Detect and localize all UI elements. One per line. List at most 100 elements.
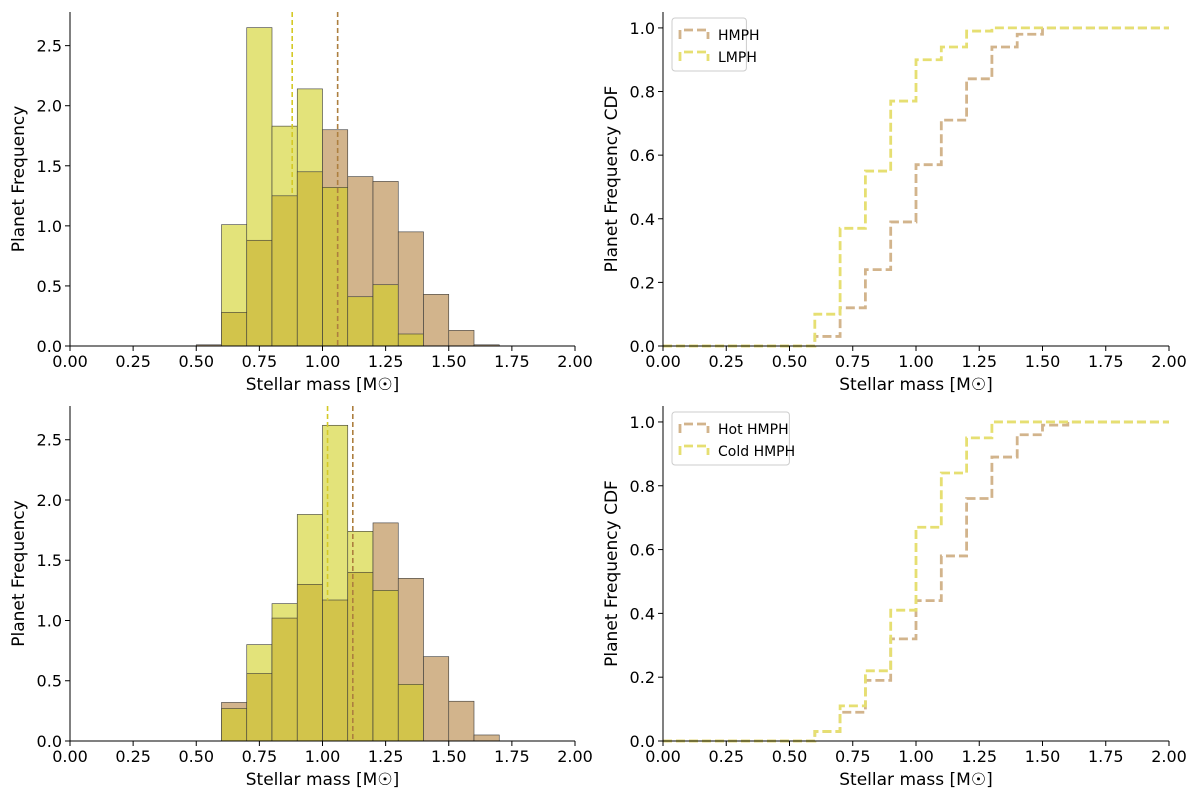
y-axis-label: Planet Frequency CDF [602, 86, 622, 273]
x-tick-label: 1.50 [1025, 747, 1061, 766]
x-tick-label: 1.25 [368, 747, 404, 766]
x-tick-label: 0.00 [645, 747, 681, 766]
overlap-bar [397, 684, 424, 742]
y-tick-label: 1.5 [37, 551, 62, 570]
y-tick-label: 0.2 [630, 273, 655, 292]
y-tick-label: 0.5 [37, 277, 62, 296]
y-tick-label: 2.5 [37, 37, 62, 56]
cdf-panel-bottom-right: Hot HMPH Cold HMPH 0.00 0.25 0.50 0.75 1.00 1.2… [602, 406, 1187, 790]
x-tick-label: 0.75 [835, 747, 871, 766]
x-tick-label: 1.25 [961, 747, 997, 766]
y-tick-label: 0.6 [630, 146, 655, 165]
legend-label: Hot HMPH [718, 422, 789, 438]
overlap-bar [246, 239, 273, 347]
y-axis-label: Planet Frequency [9, 500, 29, 647]
x-tick-label: 0.00 [645, 352, 681, 371]
cdf-series-line [663, 420, 1169, 743]
x-tick-label: 0.50 [772, 352, 808, 371]
x-tick-label: 2.00 [1151, 352, 1187, 371]
y-tick-label: 0.6 [630, 541, 655, 560]
overlap-bar [372, 284, 399, 347]
x-tick-label: 2.00 [1151, 747, 1187, 766]
hmph-bar [448, 700, 475, 742]
overlap-bar [296, 584, 323, 742]
y-tick-label: 1.5 [37, 157, 62, 176]
x-axis-label: Stellar mass [M☉] [246, 770, 399, 790]
x-tick-label: 0.50 [178, 352, 214, 371]
overlap-bar [246, 673, 273, 742]
x-tick-label: 0.00 [52, 747, 88, 766]
hmph-bar [473, 734, 500, 742]
cdf-series-line [663, 26, 1169, 348]
y-axis-label: Planet Frequency [9, 106, 29, 253]
x-tick-label: 0.50 [178, 747, 214, 766]
x-axis-label: Stellar mass [M☉] [246, 375, 399, 395]
y-tick-label: 1.0 [630, 413, 655, 432]
y-tick-label: 0.0 [37, 337, 62, 356]
legend-swatch [678, 444, 710, 455]
legend-label: Cold HMPH [718, 444, 795, 460]
y-tick-label: 0.4 [630, 210, 655, 229]
x-tick-label: 1.50 [431, 747, 467, 766]
x-axis-label: Stellar mass [M☉] [839, 770, 992, 790]
x-tick-label: 1.75 [1088, 352, 1124, 371]
x-tick-label: 1.25 [961, 352, 997, 371]
y-tick-label: 2.5 [37, 431, 62, 450]
x-tick-label: 0.25 [708, 747, 744, 766]
legend-swatch [678, 28, 710, 39]
y-tick-label: 0.5 [37, 672, 62, 691]
x-tick-label: 2.00 [557, 352, 593, 371]
y-tick-label: 0.8 [630, 477, 655, 496]
y-tick-label: 0.8 [630, 83, 655, 102]
y-axis-label: Planet Frequency CDF [602, 480, 622, 667]
overlap-bar [347, 571, 374, 742]
x-tick-label: 2.00 [557, 747, 593, 766]
y-tick-label: 0.0 [630, 732, 655, 751]
overlap-bar [347, 296, 374, 347]
y-tick-label: 2.0 [37, 491, 62, 510]
y-tick-label: 1.0 [37, 611, 62, 630]
x-tick-label: 1.75 [1088, 747, 1124, 766]
x-axis-label: Stellar mass [M☉] [839, 375, 992, 395]
legend-swatch [678, 422, 710, 433]
overlap-bar [271, 617, 298, 742]
overlap-bar [372, 590, 399, 742]
x-tick-label: 0.50 [772, 747, 808, 766]
legend-swatch [678, 50, 710, 61]
x-tick-label: 1.75 [494, 352, 530, 371]
x-tick-label: 0.75 [835, 352, 871, 371]
overlap-bar [221, 708, 248, 742]
cdf-panel-top-right: HMPH LMPH 0.00 0.25 0.50 0.75 1.00 1.25 1.50 1.75… [602, 12, 1187, 395]
overlap-bar [296, 171, 323, 347]
x-tick-label: 1.75 [494, 747, 530, 766]
overlap-bar [221, 312, 248, 347]
y-tick-label: 0.4 [630, 604, 655, 623]
y-tick-label: 1.0 [37, 217, 62, 236]
x-tick-label: 0.25 [708, 352, 744, 371]
overlap-bar [322, 187, 349, 347]
hmph-bar [423, 294, 450, 347]
y-tick-label: 2.0 [37, 97, 62, 116]
cdf-series-line [663, 420, 1169, 743]
y-tick-label: 0.0 [37, 732, 62, 751]
overlap-bar [397, 333, 424, 347]
x-tick-label: 1.50 [431, 352, 467, 371]
histogram-panel-top-left: 0.00 0.25 0.50 0.75 1.00 1.25 1.50 1.75 2.00 0.0 0… [9, 12, 593, 395]
hmph-bar [448, 330, 475, 347]
x-tick-label: 0.00 [52, 352, 88, 371]
x-tick-label: 1.25 [368, 352, 404, 371]
hmph-bar [397, 231, 424, 347]
legend-label: HMPH [718, 28, 760, 44]
x-tick-label: 1.00 [898, 352, 934, 371]
x-tick-label: 1.50 [1025, 352, 1061, 371]
x-tick-label: 0.25 [115, 352, 151, 371]
y-tick-label: 0.2 [630, 668, 655, 687]
x-tick-label: 1.00 [305, 747, 341, 766]
x-tick-label: 1.00 [305, 352, 341, 371]
x-tick-label: 0.25 [115, 747, 151, 766]
overlap-bar [271, 195, 298, 347]
histogram-panel-bottom-left: 0.00 0.25 0.50 0.75 1.00 1.25 1.50 1.75 2.00 0.0 0… [9, 406, 593, 790]
overlap-bar [322, 599, 349, 742]
y-tick-label: 0.0 [630, 337, 655, 356]
